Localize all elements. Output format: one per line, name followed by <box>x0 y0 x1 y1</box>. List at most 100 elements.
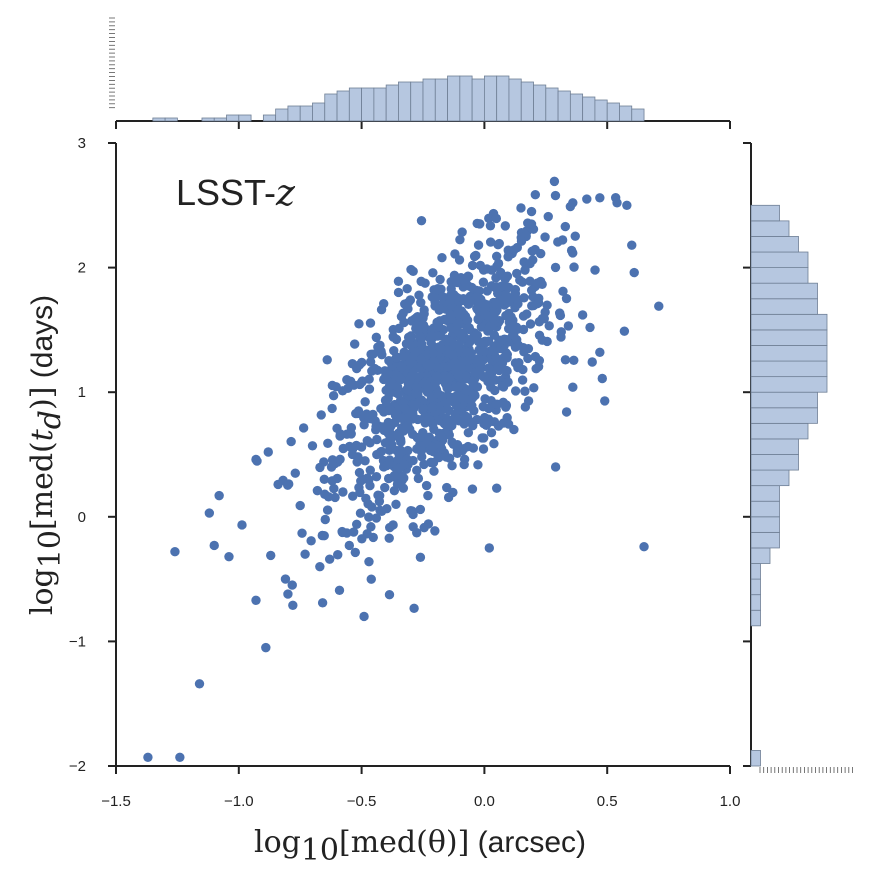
scatter-point <box>384 590 395 600</box>
y-hist-bar <box>750 594 761 611</box>
scatter-point <box>402 384 412 395</box>
x-hist-bar <box>361 87 375 122</box>
y-hist-bar <box>750 500 780 518</box>
scatter-point <box>479 299 489 309</box>
scatter-point <box>426 393 437 403</box>
scatter-point <box>380 482 390 493</box>
scatter-point <box>409 400 419 410</box>
x-hist-bar <box>213 117 227 122</box>
scatter-point <box>510 302 520 313</box>
scatter-point <box>489 439 499 449</box>
scatter-point <box>561 293 572 304</box>
scatter-point <box>523 218 533 228</box>
x-hist-bar <box>385 84 399 122</box>
scatter-point <box>485 221 496 231</box>
scatter-point <box>489 311 499 322</box>
scatter-point <box>334 585 345 596</box>
scatter-point <box>521 309 532 319</box>
scatter-point <box>451 401 462 411</box>
x-hist-bar <box>238 114 252 122</box>
x-hist-bar <box>582 96 596 122</box>
y-hist-bar <box>750 407 818 424</box>
scatter-point <box>405 340 416 350</box>
scatter-point <box>399 459 409 470</box>
scatter-point <box>295 500 305 511</box>
scatter-point <box>371 425 381 435</box>
scatter-point <box>261 642 271 653</box>
x-hist-bar <box>312 102 326 122</box>
scatter-point <box>520 402 531 412</box>
scatter-point <box>539 314 549 324</box>
x-hist-bar <box>287 105 301 122</box>
scatter-point <box>550 190 561 201</box>
scatter-point <box>490 375 500 385</box>
scatter-point <box>464 335 475 345</box>
scatter-point <box>568 248 578 258</box>
scatter-point <box>473 460 483 470</box>
scatter-point <box>590 265 600 275</box>
scatter-point <box>455 234 465 245</box>
scatter-point <box>516 236 527 246</box>
x-hist-bar <box>619 105 633 122</box>
scatter-point <box>406 505 416 516</box>
scatter-point <box>338 487 348 497</box>
scatter-point <box>582 194 592 204</box>
scatter-point <box>426 331 437 341</box>
scatter-point <box>523 353 533 364</box>
scatter-point <box>214 490 224 501</box>
scatter-point <box>508 321 518 331</box>
scatter-point <box>370 416 380 426</box>
x-hist-bar <box>434 78 448 122</box>
scatter-point <box>237 520 247 530</box>
scatter-point <box>526 285 537 296</box>
scatter-point <box>622 200 632 210</box>
scatter-point <box>465 296 475 307</box>
x-tick-label: 1.0 <box>720 793 741 810</box>
scatter-point <box>327 455 338 465</box>
scatter-point <box>595 193 605 203</box>
scatter-point <box>416 276 426 287</box>
scatter-point <box>383 473 394 484</box>
scatter-point <box>333 550 343 560</box>
scatter-point <box>323 438 333 448</box>
scatter-point <box>518 364 528 375</box>
scatter-point <box>354 360 365 370</box>
y-hist-bar <box>750 516 780 533</box>
scatter-point <box>436 432 447 443</box>
scatter-point <box>483 336 494 346</box>
scatter-point <box>365 465 375 475</box>
scatter-point <box>286 436 296 447</box>
scatter-point <box>359 420 369 430</box>
scatter-point <box>392 382 403 392</box>
scatter-point <box>287 580 297 590</box>
y-axis-title: log10[med(td)] (days) <box>25 295 68 615</box>
y-hist-bar <box>750 267 809 284</box>
scatter-point <box>595 347 605 358</box>
scatter-point <box>550 462 561 472</box>
scatter-point <box>224 551 234 562</box>
scatter-point <box>428 268 438 278</box>
scatter-point <box>540 232 550 242</box>
scatter-point <box>446 310 456 320</box>
x-hist-bar <box>262 114 277 122</box>
scatter-point <box>416 215 427 226</box>
scatter-point <box>491 213 502 224</box>
scatter-point <box>525 276 535 286</box>
scatter-point <box>347 359 358 369</box>
scatter-point <box>525 319 536 329</box>
y-hist-bar <box>750 485 780 502</box>
scatter-point <box>374 496 385 507</box>
scatter-point <box>425 415 435 425</box>
scatter-point <box>550 262 561 273</box>
scatter-point <box>324 554 335 564</box>
scatter-point <box>610 193 621 203</box>
scatter-point <box>412 465 422 476</box>
scatter-point <box>350 547 361 558</box>
scatter-point <box>360 397 370 407</box>
scatter-point <box>435 274 445 285</box>
scatter-point <box>278 475 288 485</box>
scatter-point <box>467 400 477 411</box>
x-axis-title: log10[med(θ)] (arcsec) <box>254 825 586 868</box>
scatter-point <box>430 526 440 536</box>
